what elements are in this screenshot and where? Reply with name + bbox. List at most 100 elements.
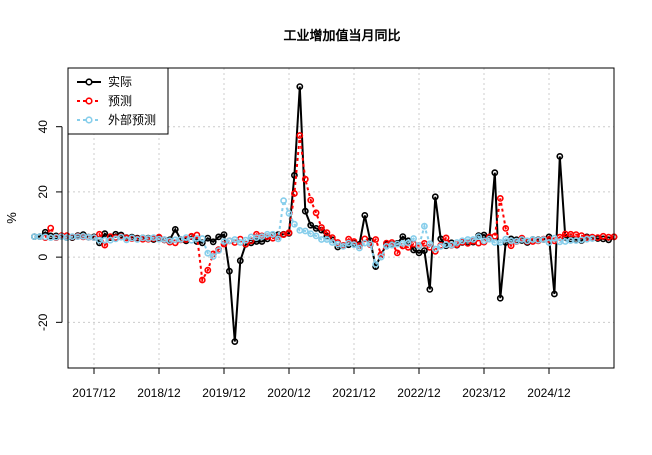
data-point [355, 244, 363, 252]
y-axis: -20 0 20 40 [36, 120, 63, 331]
legend-marker [85, 97, 93, 105]
data-point [312, 209, 320, 217]
data-point [415, 242, 423, 250]
plot-frame [67, 67, 615, 369]
y-tick-label: 20 [36, 185, 50, 199]
data-point [431, 245, 439, 253]
data-point [301, 175, 309, 183]
data-point [399, 233, 407, 240]
data-point [496, 194, 504, 202]
data-point [96, 239, 103, 247]
data-point [377, 253, 385, 261]
data-point [551, 290, 558, 298]
data-point [198, 235, 206, 242]
data-point [290, 190, 298, 197]
data-point [361, 235, 369, 243]
data-point [290, 171, 298, 179]
data-point [236, 239, 244, 246]
data-point [285, 229, 293, 237]
data-point [290, 220, 298, 228]
data-point [312, 232, 320, 240]
chart-title: 工业增加值当月同比 [283, 28, 400, 44]
data-point [323, 229, 331, 237]
data-point [285, 209, 293, 217]
data-point [556, 152, 564, 160]
legend-label: 实际 [108, 74, 132, 89]
data-point [204, 249, 212, 257]
data-point [496, 239, 504, 246]
legend-label: 外部预测 [108, 112, 156, 127]
data-point [231, 338, 239, 345]
data-point [605, 236, 612, 244]
data-point [464, 239, 472, 247]
data-point [307, 230, 315, 238]
x-tick-label: 2024/12 [527, 386, 571, 400]
data-point [198, 276, 206, 284]
x-tick-label: 2023/12 [462, 386, 506, 400]
data-point [551, 234, 558, 242]
data-point [372, 260, 380, 268]
x-tick-label: 2018/12 [137, 386, 181, 400]
data-point [117, 233, 125, 241]
x-tick-label: 2017/12 [72, 386, 116, 400]
data-point [90, 234, 98, 241]
data-point [301, 227, 309, 235]
x-tick-label: 2021/12 [332, 386, 376, 400]
data-point [415, 249, 423, 257]
data-point [220, 240, 228, 248]
data-point [469, 236, 477, 243]
data-point [410, 235, 417, 242]
data-point [491, 169, 499, 177]
data-point [231, 236, 239, 243]
legend-marker [85, 116, 93, 124]
data-point [545, 239, 553, 246]
data-point [420, 222, 428, 230]
data-point [431, 193, 439, 201]
data-point [366, 240, 374, 248]
data-point [426, 240, 434, 248]
series-line [34, 196, 593, 267]
data-point [225, 267, 233, 275]
legend-marker [85, 78, 93, 86]
data-point [215, 247, 222, 254]
data-point [274, 235, 282, 243]
data-point [318, 224, 325, 231]
data-point [236, 257, 244, 265]
data-point [307, 196, 315, 204]
data-point [209, 238, 217, 246]
data-point [491, 232, 499, 240]
data-point [47, 224, 55, 232]
data-point [442, 234, 450, 242]
data-point [485, 235, 493, 243]
data-point [372, 236, 380, 243]
y-tick-label: 40 [36, 120, 50, 134]
data-point [404, 239, 412, 247]
legend-label: 预测 [108, 94, 132, 108]
x-axis: 2017/12 2018/12 2019/12 2020/12 2021/12 2022/… [72, 368, 571, 400]
data-point [242, 236, 250, 244]
data-point [280, 197, 287, 205]
data-point [323, 236, 331, 243]
data-point [339, 242, 347, 250]
data-point [540, 236, 547, 243]
series-3 [31, 196, 596, 268]
data-point [426, 285, 434, 293]
data-point [209, 253, 217, 260]
data-point [372, 263, 380, 270]
data-point [171, 225, 179, 233]
y-tick-label: 0 [36, 253, 50, 260]
data-point [204, 266, 212, 274]
data-point [496, 294, 504, 302]
data-point [420, 247, 428, 254]
data-point [296, 83, 304, 90]
data-point [393, 249, 401, 257]
data-point [350, 241, 358, 249]
data-point [296, 132, 304, 139]
data-point [502, 224, 510, 232]
x-tick-label: 2019/12 [202, 386, 246, 400]
x-tick-label: 2022/12 [397, 386, 441, 400]
y-tick-label: -20 [36, 313, 50, 331]
series-layer [31, 83, 618, 345]
